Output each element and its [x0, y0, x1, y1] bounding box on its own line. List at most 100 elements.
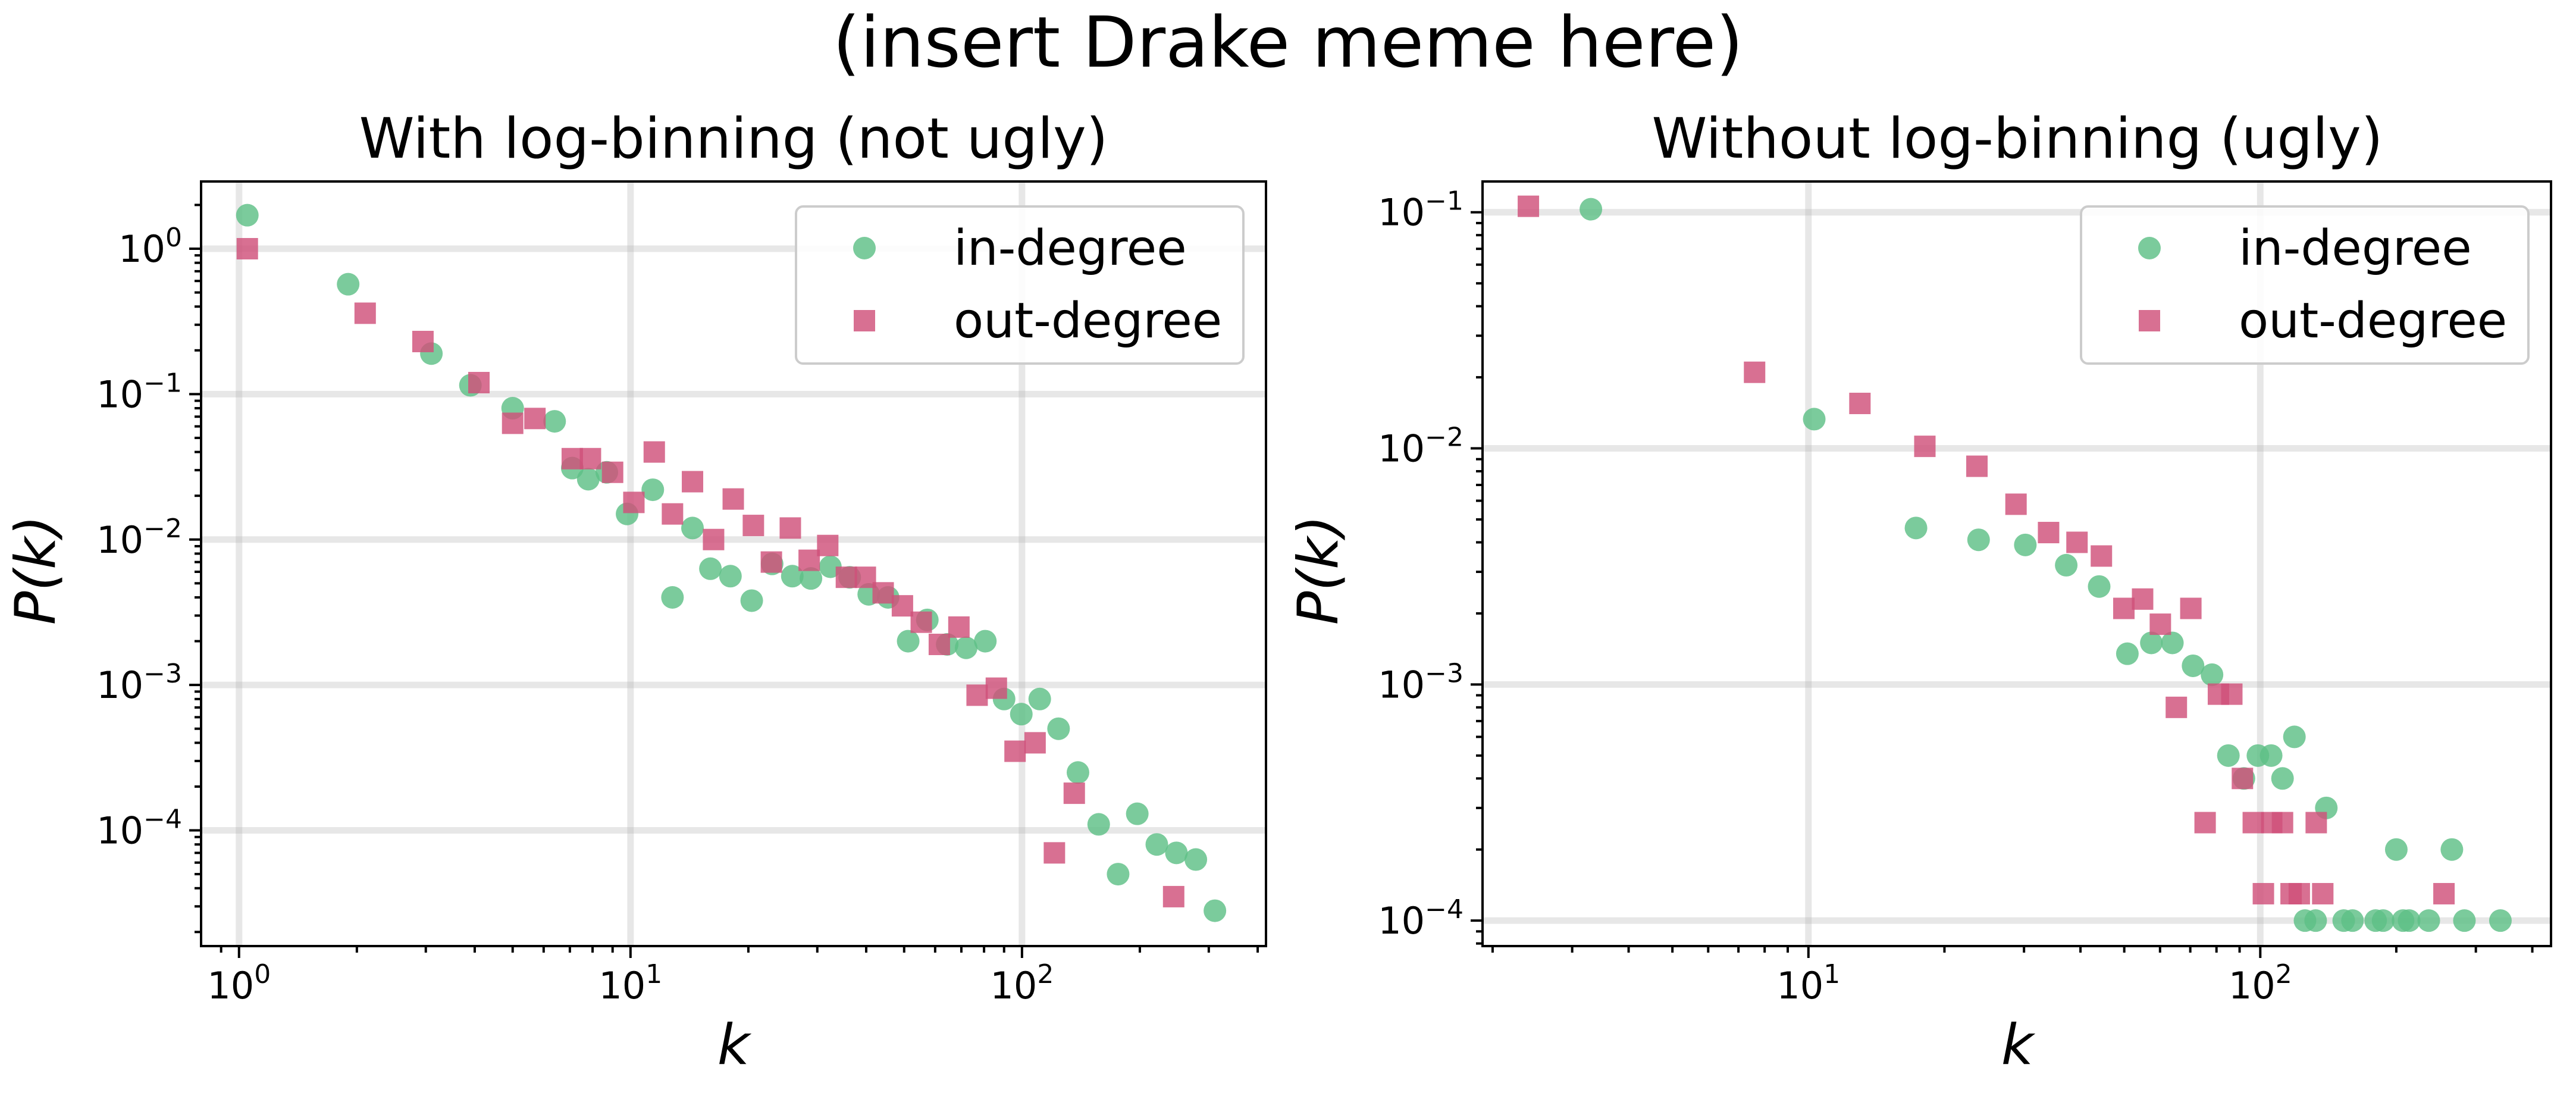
data-point-in-degree [2217, 744, 2240, 767]
data-point-out-degree [662, 503, 684, 525]
panel-log-binning: With log-binning (not ugly) k P(k) 100 10… [4, 107, 1267, 1078]
legend: in-degree out-degree [795, 205, 1245, 365]
data-point-out-degree [1849, 393, 1871, 415]
data-point-in-degree [236, 203, 259, 227]
legend-box [795, 205, 1245, 365]
y-axis-label: P(k) [4, 515, 68, 625]
data-point-out-degree [2166, 696, 2188, 718]
data-point-out-degree [928, 634, 950, 656]
data-point-in-degree [576, 468, 600, 491]
x-tick-label: 101 [1776, 959, 1840, 1007]
data-point-in-degree [2260, 744, 2283, 767]
data-point-in-degree [1165, 841, 1188, 865]
data-point-in-degree [337, 273, 360, 296]
data-point-in-degree [1803, 408, 1826, 431]
legend-label: in-degree [954, 220, 1187, 277]
data-point-out-degree [354, 302, 376, 324]
data-point-out-degree [2433, 882, 2455, 904]
data-point-out-degree [468, 372, 490, 394]
data-point-in-degree [2201, 663, 2224, 686]
series-out-degree [1518, 195, 2455, 904]
data-point-in-degree [2453, 909, 2476, 932]
data-point-out-degree [1162, 885, 1184, 907]
y-axis-label: P(k) [1286, 515, 1351, 625]
y-tick-label: 10−4 [1378, 894, 1464, 943]
data-point-in-degree [2489, 909, 2512, 932]
data-point-in-degree [1047, 717, 1070, 740]
data-point-out-degree [722, 488, 744, 510]
data-point-in-degree [699, 557, 722, 580]
y-tick-label: 100 [118, 223, 182, 271]
data-point-out-degree [2066, 531, 2088, 553]
data-point-out-degree [817, 534, 839, 556]
plot-area: 100 101 102 100 10−1 10−2 10−3 10−4 in-degree out… [96, 180, 1267, 1007]
data-point-out-degree [760, 551, 782, 573]
x-tick-label: 100 [207, 959, 271, 1007]
data-point-out-degree [2149, 613, 2171, 635]
data-point-in-degree [740, 589, 763, 612]
y-tick-label: 10−2 [1378, 422, 1464, 471]
data-point-out-degree [910, 611, 932, 633]
panel-title: With log-binning (not ugly) [359, 107, 1108, 171]
y-tick-label: 10−2 [96, 514, 182, 562]
data-point-out-degree [561, 447, 583, 469]
data-point-out-degree [1004, 740, 1026, 762]
data-point-out-degree [1966, 455, 1988, 477]
data-point-out-degree [703, 528, 725, 550]
y-tick-label: 10−4 [96, 804, 182, 853]
series-out-degree [236, 237, 1184, 907]
data-point-out-degree [236, 237, 258, 259]
data-point-in-degree [2161, 631, 2184, 655]
axes-frame [200, 180, 1267, 947]
data-point-out-degree [2221, 683, 2243, 705]
data-point-out-degree [623, 491, 645, 514]
data-point-out-degree [948, 616, 970, 638]
data-point-in-degree [2014, 533, 2037, 556]
x-axis-label-text: k [2001, 1013, 2036, 1078]
data-point-in-degree [2371, 909, 2395, 932]
data-point-out-degree [2242, 812, 2264, 834]
data-point-in-degree [1145, 833, 1168, 856]
data-point-in-degree [2304, 909, 2327, 932]
legend-marker-out-degree [2139, 310, 2160, 331]
data-point-in-degree [543, 410, 566, 433]
x-tick-label: 102 [2229, 959, 2292, 1007]
data-point-in-degree [661, 585, 684, 609]
data-point-out-degree [643, 441, 665, 463]
data-point-out-degree [1043, 842, 1066, 864]
data-point-out-degree [2271, 812, 2293, 834]
data-point-out-degree [524, 408, 546, 430]
data-point-out-degree [2005, 493, 2027, 515]
data-point-in-degree [2140, 631, 2163, 655]
data-point-in-degree [2116, 642, 2139, 665]
legend-label: out-degree [954, 293, 1222, 349]
data-point-in-degree [1107, 863, 1130, 886]
data-point-out-degree [985, 677, 1007, 699]
data-point-in-degree [2440, 838, 2464, 861]
data-point-in-degree [2088, 575, 2111, 598]
data-point-out-degree [2113, 597, 2135, 619]
y-tick-label: 10−3 [96, 659, 182, 707]
data-point-out-degree [682, 471, 704, 493]
legend-box [2080, 205, 2530, 365]
legend: in-degree out-degree [2080, 205, 2530, 365]
axes-frame [1481, 180, 2552, 947]
y-tick-label: 10−1 [1378, 186, 1464, 234]
data-point-out-degree [966, 684, 988, 706]
data-point-out-degree [1914, 436, 1936, 458]
data-point-in-degree [800, 567, 823, 590]
data-point-in-degree [897, 630, 920, 653]
data-point-in-degree [1580, 198, 1603, 221]
data-point-in-degree [781, 565, 804, 588]
data-point-out-degree [2288, 882, 2310, 904]
data-point-out-degree [835, 566, 857, 588]
legend-marker-out-degree [854, 310, 875, 331]
data-point-out-degree [2038, 522, 2060, 544]
data-point-in-degree [974, 630, 997, 653]
data-point-in-degree [2271, 767, 2294, 790]
data-point-out-degree [1518, 195, 1540, 217]
series-in-degree [1580, 198, 2512, 932]
data-point-out-degree [502, 412, 524, 434]
data-point-in-degree [2055, 553, 2078, 577]
